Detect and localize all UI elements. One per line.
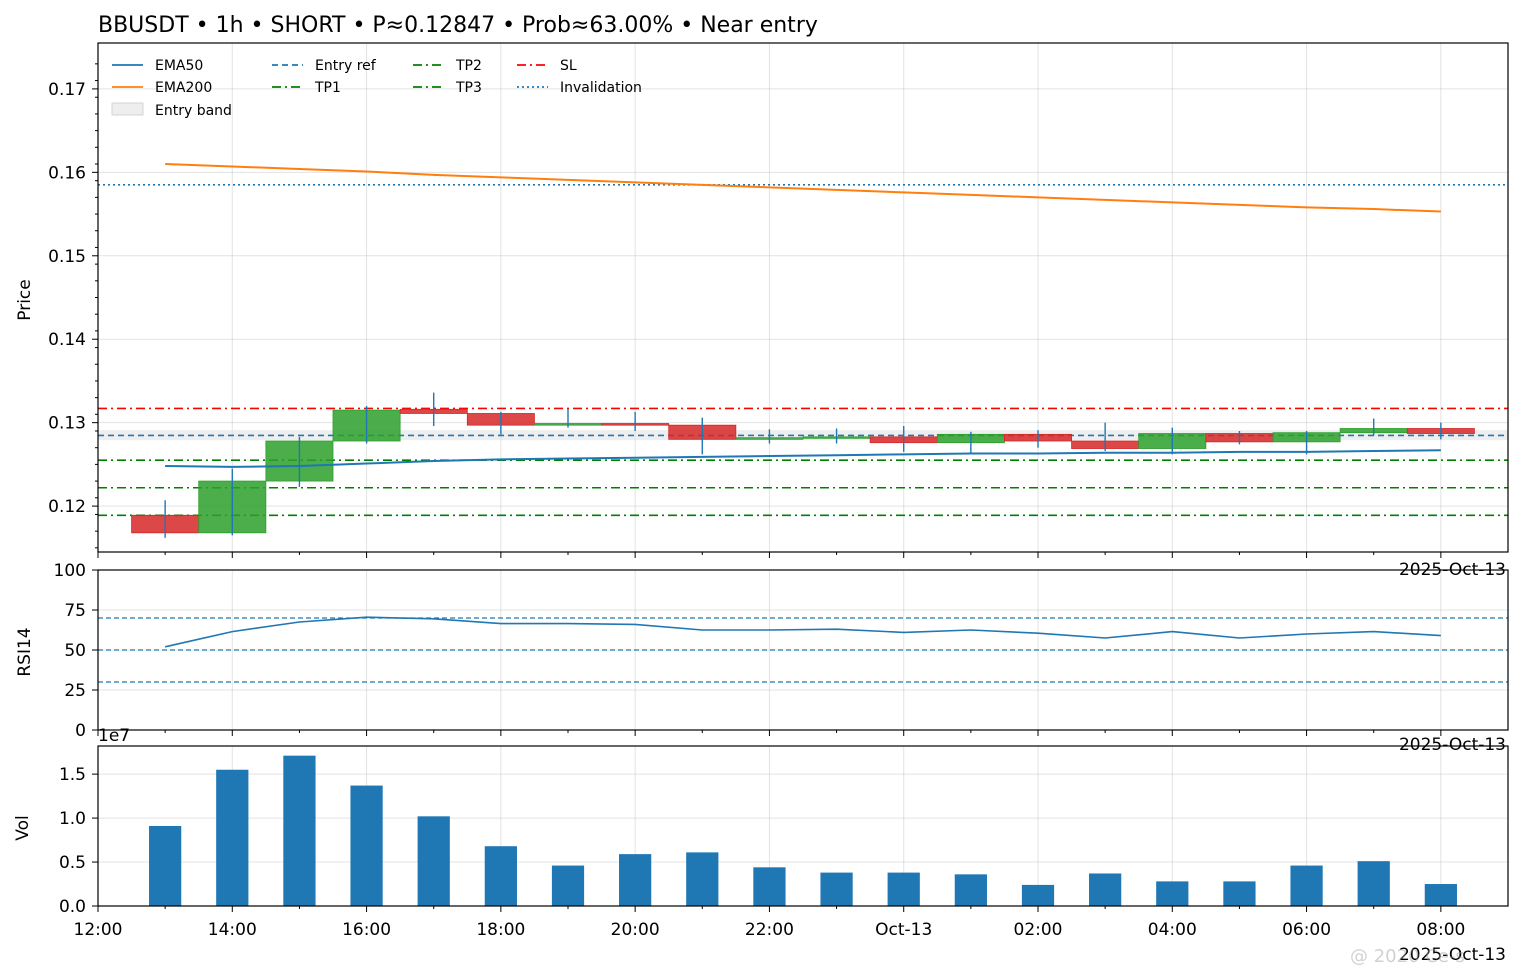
x-tick-label: 02:00 — [1014, 920, 1063, 940]
x-tick-label: 04:00 — [1148, 920, 1197, 940]
volume-scale-label: 1e7 — [98, 726, 130, 746]
x-tick-label: 20:00 — [611, 920, 660, 940]
volume-bar — [283, 755, 316, 906]
rsi-line — [164, 616, 1441, 648]
legend-label: EMA50 — [155, 58, 203, 74]
x-tick-label: 06:00 — [1282, 920, 1331, 940]
y-tick-label: 25 — [64, 681, 86, 701]
volume-bar — [417, 816, 450, 906]
price-panel: 0.120.130.140.150.160.17 Price 2025-Oct-… — [15, 42, 1509, 580]
rsi-offset-label: 2025-Oct-13 — [1399, 735, 1506, 755]
watermark: @ 2020 Ce-s — [1350, 946, 1465, 967]
x-tick-label: 16:00 — [342, 920, 391, 940]
volume-bar — [484, 846, 517, 906]
volume-offset-label: 2025-Oct-13 — [1399, 945, 1506, 965]
volume-bar — [619, 854, 652, 906]
legend-label: Invalidation — [560, 80, 642, 96]
volume-bar — [1357, 861, 1390, 906]
legend-label: TP1 — [314, 80, 341, 96]
y-tick-label: 0.15 — [48, 247, 86, 267]
volume-bar — [686, 852, 719, 906]
y-tick-label: 75 — [64, 601, 86, 621]
volume-bar — [820, 872, 853, 906]
volume-bar — [1089, 873, 1122, 906]
x-tick-label: 14:00 — [208, 920, 257, 940]
volume-bar — [753, 867, 786, 906]
x-tick-label: Oct-13 — [875, 920, 932, 940]
volume-bar — [216, 769, 249, 906]
price-ylabel: Price — [15, 279, 35, 320]
y-tick-label: 0.5 — [59, 853, 86, 873]
volume-bar — [1021, 884, 1055, 906]
volume-bar — [954, 874, 987, 906]
y-tick-label: 50 — [64, 641, 86, 661]
volume-bar — [1424, 884, 1457, 906]
legend-label: SL — [560, 58, 577, 74]
ema200-line — [165, 162, 1441, 213]
volume-bar — [1223, 881, 1256, 906]
volume-bar — [350, 785, 383, 906]
volume-axes-frame — [97, 745, 1509, 907]
legend-label: Entry ref — [315, 58, 377, 74]
x-tick-label: 08:00 — [1416, 920, 1465, 940]
x-tick-label: 12:00 — [74, 920, 123, 940]
legend-swatch — [111, 102, 144, 116]
rsi-ylabel: RSI14 — [15, 627, 35, 676]
chart-title: BBUSDT • 1h • SHORT • P≈0.12847 • Prob≈6… — [98, 13, 818, 38]
rsi-panel: 0 25 50 75 100 RSI14 2025-Oct-13 — [15, 561, 1509, 755]
y-tick-label: 1.5 — [59, 765, 86, 785]
volume-bar — [1156, 881, 1189, 906]
volume-ylabel: Vol — [13, 815, 33, 840]
legend-label: Entry band — [155, 103, 232, 119]
legend-label: EMA200 — [155, 80, 212, 96]
volume-panel: 0.0 0.5 1.0 1.5 12:00 14:00 16:00 18:00 20:00 22… — [13, 726, 1509, 965]
x-tick-label: 18:00 — [476, 920, 525, 940]
volume-bar — [1290, 865, 1323, 906]
y-tick-label: 1.0 — [59, 809, 86, 829]
legend-label: TP3 — [455, 80, 482, 96]
y-tick-label: 0.14 — [48, 330, 86, 350]
price-legend: EMA50 EMA200 Entry band Entry ref TP1 TP2 TP3 S… — [111, 58, 642, 119]
y-tick-label: 0.16 — [48, 163, 86, 183]
y-tick-label: 0.0 — [59, 897, 86, 917]
volume-bar — [887, 872, 920, 906]
y-tick-label: 100 — [54, 561, 86, 581]
x-tick-label: 22:00 — [745, 920, 794, 940]
y-tick-label: 0.17 — [48, 80, 86, 100]
volume-bar — [551, 865, 585, 906]
y-tick-label: 0.12 — [48, 497, 86, 517]
legend-label: TP2 — [455, 58, 482, 74]
volume-bar — [149, 826, 182, 906]
y-tick-label: 0.13 — [48, 414, 86, 434]
ema50-line — [165, 449, 1441, 468]
y-tick-label: 0 — [75, 721, 86, 741]
